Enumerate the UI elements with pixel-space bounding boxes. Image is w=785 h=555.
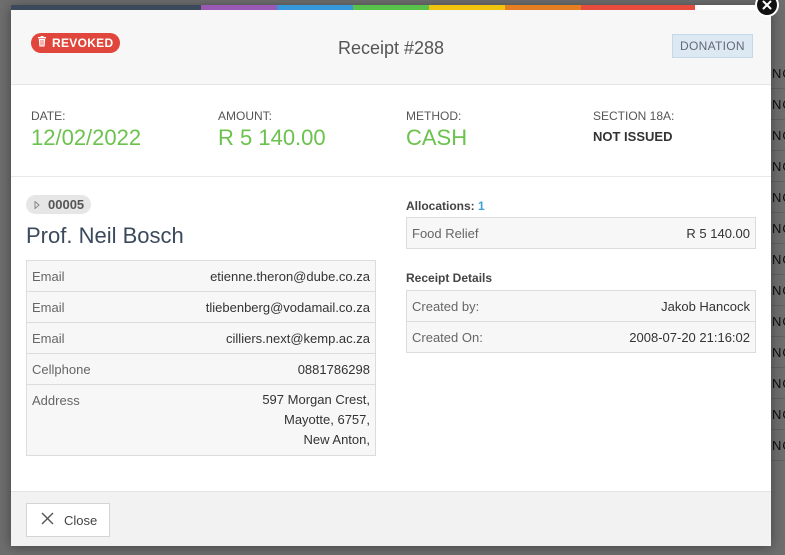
receipt-modal: REVOKED Receipt #288 DONATION DATE: 12/0… [11, 0, 779, 546]
address-row: Address 597 Morgan Crest, Mayotte, 6757, Ne… [27, 385, 375, 455]
donor-reference-chip[interactable]: 00005 [26, 195, 92, 214]
address-line: 597 Morgan Crest, [262, 392, 370, 407]
contact-row: Email cilliers.next@kemp.ac.za [27, 323, 375, 354]
modal-title: Receipt #288 [337, 38, 445, 58]
detail-row: Created On: 2008-07-20 21:16:02 [407, 322, 755, 352]
contact-value: cilliers.next@kemp.ac.za [226, 331, 370, 346]
caret-right-icon [34, 197, 40, 212]
modal-footer: Close [11, 491, 771, 546]
receipt-summary: DATE: 12/02/2022 AMOUNT: R 5 140.00 METH… [11, 85, 771, 177]
detail-row: Created by: Jakob Hancock [407, 291, 755, 322]
summary-method: METHOD: CASH [406, 109, 467, 151]
allocations-count: 1 [478, 199, 485, 213]
contact-value: etienne.theron@dube.co.za [210, 269, 370, 284]
contact-value: tliebenberg@vodamail.co.za [205, 300, 370, 315]
color-strip-segment [201, 5, 277, 10]
color-strip [11, 5, 771, 10]
date-value: 12/02/2022 [31, 125, 142, 150]
allocations-table: Food Relief R 5 140.00 [406, 217, 756, 249]
contact-label: Email [32, 300, 65, 315]
address-label: Address [32, 393, 80, 408]
detail-row-value: 2008-07-20 21:16:02 [629, 329, 750, 345]
detail-row-label: Created On: [412, 329, 483, 345]
contact-label: Email [32, 331, 65, 346]
color-strip-segment [429, 5, 505, 10]
close-icon [41, 512, 54, 528]
allocation-row: Food Relief R 5 140.00 [407, 218, 755, 248]
amount-value: R 5 140.00 [218, 125, 326, 150]
allocation-row-label: Food Relief [412, 225, 479, 241]
contact-row: Email tliebenberg@vodamail.co.za [27, 292, 375, 323]
donor-contact-table: Email etienne.theron@dube.co.za Email tlieb… [26, 260, 376, 456]
receipt-type-badge: DONATION [672, 34, 753, 58]
trash-icon [37, 36, 47, 50]
close-modal-button[interactable] [755, 0, 779, 17]
section-18a-value: NOT ISSUED [593, 129, 673, 144]
address-value: 597 Morgan Crest, Mayotte, 6757, New Anton… [262, 385, 370, 455]
receipt-details-heading: Receipt Details [406, 271, 493, 285]
close-button[interactable]: Close [26, 503, 111, 537]
color-strip-segment [505, 5, 581, 10]
donor-name: Prof. Neil Bosch [26, 223, 184, 248]
color-strip-segment [353, 5, 429, 10]
receipt-details-table: Created by: Jakob Hancock Created On: 2008-… [406, 290, 756, 353]
method-label: METHOD: [406, 109, 462, 123]
amount-label: AMOUNT: [218, 109, 272, 123]
contact-label: Email [32, 269, 65, 284]
date-label: DATE: [31, 109, 66, 123]
address-line: Mayotte, 6757, [284, 412, 370, 427]
contact-row: Cellphone 0881786298 [27, 354, 375, 385]
contact-value: 0881786298 [297, 362, 370, 377]
address-line: New Anton, [303, 432, 371, 447]
allocation-row-value: R 5 140.00 [686, 225, 750, 241]
contact-label: Cellphone [32, 362, 91, 377]
allocations-heading: Allocations: 1 [406, 199, 485, 213]
color-strip-segment [581, 5, 695, 10]
allocations-title: Allocations: [406, 199, 475, 213]
close-button-label: Close [64, 512, 98, 528]
summary-date: DATE: 12/02/2022 [31, 109, 141, 151]
close-icon [757, 0, 777, 15]
detail-row-label: Created by: [412, 298, 480, 314]
method-value: CASH [406, 125, 468, 150]
status-badge: REVOKED [31, 33, 121, 53]
detail-row-value: Jakob Hancock [661, 298, 750, 314]
contact-row: Email etienne.theron@dube.co.za [27, 261, 375, 292]
color-strip-segment [277, 5, 353, 10]
status-badge-label: REVOKED [52, 36, 114, 50]
summary-section-18a: SECTION 18A: NOT ISSUED [593, 109, 674, 144]
color-strip-segment [11, 5, 201, 10]
donor-reference: 00005 [48, 197, 85, 212]
section-18a-label: SECTION 18A: [593, 109, 675, 123]
modal-header: REVOKED Receipt #288 DONATION [11, 10, 771, 85]
summary-amount: AMOUNT: R 5 140.00 [218, 109, 326, 151]
